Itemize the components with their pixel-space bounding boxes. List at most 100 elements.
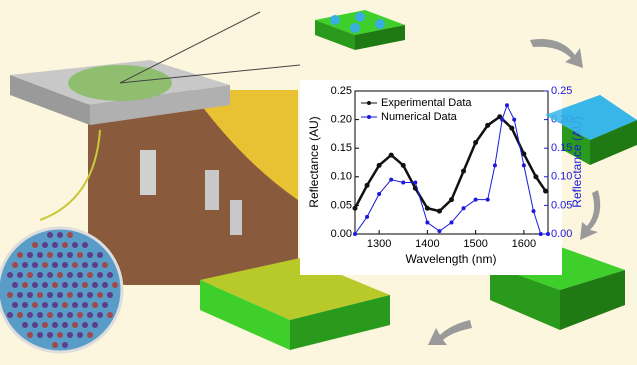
micro-dot: [97, 272, 103, 278]
micro-dot: [7, 292, 13, 298]
legend-marker: [367, 115, 371, 119]
micro-dot: [22, 262, 28, 268]
data-point: [377, 192, 381, 196]
micro-dot: [12, 302, 18, 308]
data-point: [546, 232, 550, 236]
micro-dot: [72, 242, 78, 248]
micro-dot: [27, 312, 33, 318]
micro-dot: [62, 282, 68, 288]
micro-dot: [102, 262, 108, 268]
y-tick-label: 0.25: [331, 85, 352, 97]
micro-dot: [87, 252, 93, 258]
micro-dot: [22, 322, 28, 328]
micro-dot: [52, 342, 58, 348]
micro-dot: [112, 282, 118, 288]
micro-dot: [17, 272, 23, 278]
micro-dot: [37, 272, 43, 278]
data-point: [486, 198, 490, 202]
micro-dot: [87, 312, 93, 318]
micro-dot: [17, 292, 23, 298]
micro-dot: [52, 262, 58, 268]
micro-dot: [57, 332, 63, 338]
micro-dot: [32, 242, 38, 248]
data-point: [543, 189, 548, 194]
micro-dot: [37, 312, 43, 318]
data-point: [500, 118, 504, 122]
micro-dot: [107, 312, 113, 318]
y2-tick-label: 0.05: [551, 199, 572, 211]
micro-dot: [102, 282, 108, 288]
micro-dot: [67, 332, 73, 338]
micro-dot: [32, 262, 38, 268]
data-point: [389, 178, 393, 182]
micro-dot: [52, 322, 58, 328]
figure: Wavelength (nm) Reflectance (AU) Reflect…: [0, 0, 637, 365]
photo-pin: [230, 200, 242, 235]
micro-dot: [57, 292, 63, 298]
data-point: [437, 209, 442, 214]
micro-dot: [77, 312, 83, 318]
micro-dot: [32, 322, 38, 328]
micro-dot: [72, 322, 78, 328]
x-axis-label: Wavelength (nm): [406, 252, 497, 266]
data-point: [389, 153, 394, 158]
micro-dot: [92, 282, 98, 288]
data-point: [425, 221, 429, 225]
micro-dot: [32, 282, 38, 288]
micro-dot: [77, 292, 83, 298]
data-point: [353, 232, 357, 236]
y2-tick-label: 0.15: [551, 142, 572, 154]
micro-dot: [42, 282, 48, 288]
data-point: [461, 169, 466, 174]
y2-tick-label: 0.00: [551, 228, 572, 240]
data-point: [377, 163, 382, 168]
micro-dot: [27, 292, 33, 298]
micro-dot: [47, 272, 53, 278]
micro-dot: [62, 322, 68, 328]
micro-dot: [62, 262, 68, 268]
micro-dot: [97, 252, 103, 258]
micro-dot: [17, 312, 23, 318]
data-point: [474, 198, 478, 202]
micro-dot: [67, 272, 73, 278]
x-tick-label: 1500: [463, 238, 487, 250]
micro-dot: [72, 262, 78, 268]
data-point: [353, 206, 358, 211]
photo-pin: [205, 170, 219, 210]
micro-dot: [87, 272, 93, 278]
micro-dot: [47, 312, 53, 318]
micro-dot: [87, 292, 93, 298]
data-point: [509, 126, 514, 131]
micro-dot: [82, 282, 88, 288]
data-point: [505, 103, 509, 107]
micro-dot: [62, 242, 68, 248]
micro-dot: [82, 262, 88, 268]
photo-pin: [140, 150, 156, 195]
micro-dot: [67, 312, 73, 318]
micro-dot: [22, 302, 28, 308]
micro-dot: [27, 332, 33, 338]
data-point: [473, 140, 478, 145]
y-tick-label: 0.05: [331, 199, 352, 211]
data-point: [365, 183, 370, 188]
micro-dot: [7, 312, 13, 318]
micro-dot: [52, 242, 58, 248]
y2-tick-label: 0.10: [551, 171, 572, 183]
micro-dot: [107, 292, 113, 298]
micro-dot: [27, 272, 33, 278]
micro-dot: [37, 252, 43, 258]
micro-dot: [82, 322, 88, 328]
micro-dot: [12, 262, 18, 268]
micro-dot: [62, 302, 68, 308]
micro-dot: [37, 292, 43, 298]
micro-dot: [72, 282, 78, 288]
data-point: [365, 215, 369, 219]
micro-dot: [102, 302, 108, 308]
micro-dot: [52, 302, 58, 308]
micro-dot: [27, 252, 33, 258]
y-tick-label: 0.15: [331, 142, 352, 154]
micro-dot: [42, 262, 48, 268]
micro-dot: [42, 242, 48, 248]
micro-dot: [67, 252, 73, 258]
micro-dot: [82, 302, 88, 308]
